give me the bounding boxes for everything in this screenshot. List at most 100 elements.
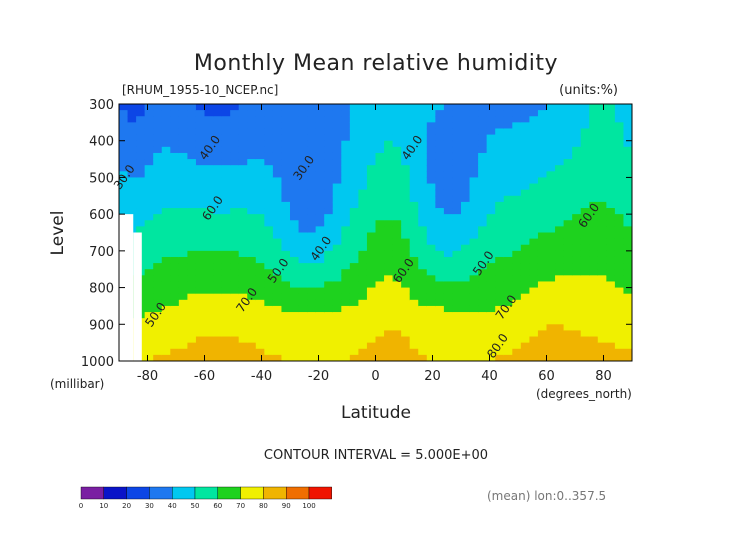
field-cell <box>290 104 300 111</box>
field-cell <box>247 159 257 166</box>
field-cell <box>298 201 308 209</box>
field-cell <box>469 165 479 172</box>
field-cell <box>153 250 163 258</box>
field-cell <box>503 220 513 227</box>
field-cell <box>238 183 248 191</box>
field-cell <box>315 208 325 215</box>
field-cell <box>572 238 582 246</box>
field-cell <box>512 140 522 148</box>
field-cell <box>495 238 505 246</box>
field-cell <box>144 214 154 221</box>
field-cell <box>461 287 471 295</box>
field-cell <box>144 354 154 361</box>
field-cell <box>195 226 206 234</box>
field-cell <box>144 263 154 270</box>
field-cell <box>478 183 488 191</box>
field-cell <box>366 189 377 197</box>
field-cell <box>418 171 428 179</box>
field-cell <box>606 134 616 142</box>
field-cell <box>443 354 454 361</box>
field-cell <box>537 269 548 276</box>
field-cell <box>555 189 565 197</box>
colorbar-tick-label: 80 <box>259 502 268 510</box>
field-cell <box>443 146 454 154</box>
field-cell <box>187 256 197 264</box>
field-cell <box>563 201 573 209</box>
colorbar-tick-label: 50 <box>191 502 200 510</box>
field-cell <box>435 244 445 252</box>
field-cell <box>563 336 573 344</box>
field-cell <box>478 250 488 258</box>
field-cell <box>230 110 240 117</box>
field-cell <box>307 122 317 130</box>
field-cell <box>213 293 223 301</box>
field-cell <box>247 281 257 289</box>
field-cell <box>195 263 206 270</box>
field-cell <box>127 165 137 172</box>
field-cell <box>187 312 197 319</box>
field-cell <box>443 330 454 338</box>
field-cell <box>290 354 300 361</box>
field-cell <box>161 244 171 252</box>
field-cell <box>537 140 548 148</box>
field-cell <box>230 232 240 240</box>
field-cell <box>384 256 394 264</box>
field-cell <box>281 293 291 301</box>
field-cell <box>290 232 300 240</box>
field-cell <box>349 226 359 234</box>
field-cell <box>537 220 548 227</box>
field-cell <box>409 330 419 338</box>
field-cell <box>332 275 342 283</box>
field-cell <box>623 244 632 252</box>
field-cell <box>572 159 582 166</box>
field-cell <box>238 275 248 283</box>
field-cell <box>213 140 223 148</box>
field-cell <box>623 348 632 356</box>
field-cell <box>144 171 154 179</box>
field-cell <box>315 122 325 130</box>
field-cell <box>418 244 428 252</box>
field-cell <box>136 134 146 142</box>
field-cell <box>409 324 419 332</box>
field-cell <box>247 177 257 185</box>
field-cell <box>255 122 265 130</box>
field-cell <box>213 275 223 283</box>
field-cell <box>435 146 445 154</box>
field-cell <box>230 171 240 179</box>
field-cell <box>366 281 377 289</box>
field-cell <box>452 330 462 338</box>
field-cell <box>281 269 291 276</box>
field-cell <box>349 293 359 301</box>
field-cell <box>452 281 462 289</box>
field-cell <box>178 122 188 130</box>
field-cell <box>537 256 548 264</box>
field-cell <box>614 336 625 344</box>
field-cell <box>213 312 223 319</box>
field-cell <box>195 159 206 166</box>
field-cell <box>614 195 625 203</box>
field-cell <box>469 263 479 270</box>
field-cell <box>170 336 180 344</box>
field-cell <box>178 318 188 325</box>
field-cell <box>349 104 359 111</box>
field-cell <box>272 305 283 313</box>
field-cell <box>281 232 291 240</box>
field-cell <box>153 214 163 221</box>
field-cell <box>563 177 573 185</box>
field-cell <box>332 116 342 123</box>
field-cell <box>478 342 488 350</box>
field-cell <box>153 146 163 154</box>
field-cell <box>563 342 573 350</box>
field-cell <box>349 324 359 332</box>
field-cell <box>589 305 599 313</box>
field-cell <box>307 312 317 319</box>
field-cell <box>503 116 513 123</box>
field-cell <box>366 336 377 344</box>
field-cell <box>161 263 171 270</box>
field-cell <box>597 293 607 301</box>
field-cell <box>195 208 206 215</box>
field-cell <box>384 177 394 185</box>
field-cell <box>324 324 334 332</box>
field-cell <box>606 256 616 264</box>
field-cell <box>307 146 317 154</box>
